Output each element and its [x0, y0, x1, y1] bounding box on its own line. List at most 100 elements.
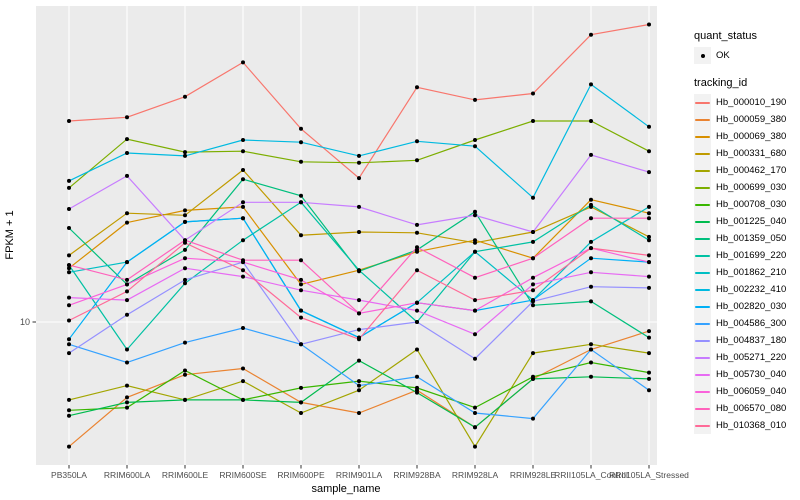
data-point	[299, 277, 303, 282]
data-point	[125, 395, 129, 400]
legend-item-label: Hb_001359_050	[716, 233, 787, 244]
data-point	[415, 385, 419, 390]
data-point	[183, 397, 187, 402]
data-point	[473, 411, 477, 415]
legend-key-box	[694, 111, 711, 128]
data-point	[589, 119, 593, 123]
data-point	[531, 91, 535, 96]
legend-line-swatch	[695, 237, 710, 240]
data-point	[241, 326, 245, 330]
legend-item-Hb_004586_300: Hb_004586_300	[694, 315, 800, 332]
data-point	[415, 320, 419, 324]
ok-point-icon	[700, 53, 705, 58]
legend-item-label: Hb_002820_030	[716, 301, 787, 312]
legend-item-Hb_004837_180: Hb_004837_180	[694, 332, 800, 349]
data-point	[183, 219, 187, 224]
legend-item-Hb_002232_410: Hb_002232_410	[694, 281, 800, 298]
data-point	[125, 347, 129, 352]
data-point	[531, 416, 535, 421]
data-point	[241, 200, 245, 205]
data-point	[415, 245, 419, 250]
data-point	[299, 385, 303, 390]
data-point	[647, 149, 651, 154]
data-point	[357, 204, 361, 209]
data-point	[241, 204, 245, 209]
data-point	[647, 22, 651, 27]
data-point	[531, 376, 535, 381]
legend-item-label: OK	[716, 50, 730, 61]
legend-item-label: Hb_001225_040	[716, 216, 787, 227]
x-tick-label: RRII105LA_Stressed	[609, 470, 689, 480]
data-point	[67, 270, 71, 275]
legend-item-Hb_000069_380: Hb_000069_380	[694, 128, 800, 145]
legend-item-label: Hb_001699_220	[716, 250, 787, 261]
data-point	[473, 275, 477, 280]
legend-item-Hb_005271_220: Hb_005271_220	[694, 349, 800, 366]
data-point	[241, 138, 245, 142]
tracking-id-legend-items: Hb_000010_190 Hb_000059_380 Hb_000069_380 H…	[694, 94, 800, 434]
data-point	[647, 234, 651, 239]
x-tick-labels: PB350LA RRIM600LA RRIM600LE RRIM600SE RRIM60…	[51, 470, 689, 480]
data-point	[647, 285, 651, 290]
data-point	[125, 151, 129, 155]
data-point	[125, 220, 129, 225]
data-point	[531, 239, 535, 244]
data-point	[589, 256, 593, 261]
data-point	[531, 230, 535, 234]
data-point	[67, 397, 71, 402]
data-point	[67, 185, 71, 190]
legend-key-box	[694, 162, 711, 179]
legend-line-swatch	[695, 118, 710, 121]
legend-item-label: Hb_004586_300	[716, 318, 787, 329]
data-point	[415, 374, 419, 379]
legend-item-label: Hb_004837_180	[716, 335, 787, 346]
legend-key-box	[694, 383, 711, 400]
data-point	[67, 342, 71, 347]
legend-item-label: Hb_000069_380	[716, 131, 787, 142]
data-point	[647, 238, 651, 243]
data-point	[473, 138, 477, 142]
data-point	[647, 204, 651, 209]
data-point	[67, 295, 71, 300]
data-point	[531, 119, 535, 123]
legend-line-swatch	[695, 305, 710, 308]
legend-item-label: Hb_000331_680	[716, 148, 787, 159]
data-point	[357, 327, 361, 332]
legend-item-label: Hb_006570_080	[716, 403, 787, 414]
data-point	[415, 268, 419, 273]
legend-line-swatch	[695, 373, 710, 376]
legend-item-Hb_001225_040: Hb_001225_040	[694, 213, 800, 230]
x-tick-label: PB350LA	[51, 470, 87, 480]
data-point	[647, 376, 651, 381]
legend-line-swatch	[695, 254, 710, 257]
data-point	[357, 379, 361, 384]
legend-key-box	[694, 366, 711, 383]
data-point	[299, 233, 303, 238]
legend-line-swatch	[695, 407, 710, 410]
data-point	[67, 266, 71, 271]
data-point	[241, 238, 245, 243]
data-point	[415, 85, 419, 90]
data-point	[531, 303, 535, 308]
legend-item-Hb_002820_030: Hb_002820_030	[694, 298, 800, 315]
legend-key-box	[694, 196, 711, 213]
data-point	[183, 150, 187, 155]
legend-key-box	[694, 47, 711, 64]
data-point	[647, 274, 651, 279]
legend-item-label: Hb_005271_220	[716, 352, 787, 363]
data-point	[647, 329, 651, 334]
legend-item-label: Hb_000699_030	[716, 182, 787, 193]
data-point	[589, 347, 593, 352]
data-point	[647, 170, 651, 175]
data-point	[473, 332, 477, 337]
data-point	[589, 342, 593, 347]
legend-key-box	[694, 315, 711, 332]
legend-key-box	[694, 213, 711, 230]
data-point	[183, 213, 187, 218]
legend-item-ok: OK	[694, 47, 800, 64]
data-point	[357, 153, 361, 158]
data-point	[67, 226, 71, 230]
data-point	[241, 149, 245, 154]
data-point	[647, 253, 651, 258]
